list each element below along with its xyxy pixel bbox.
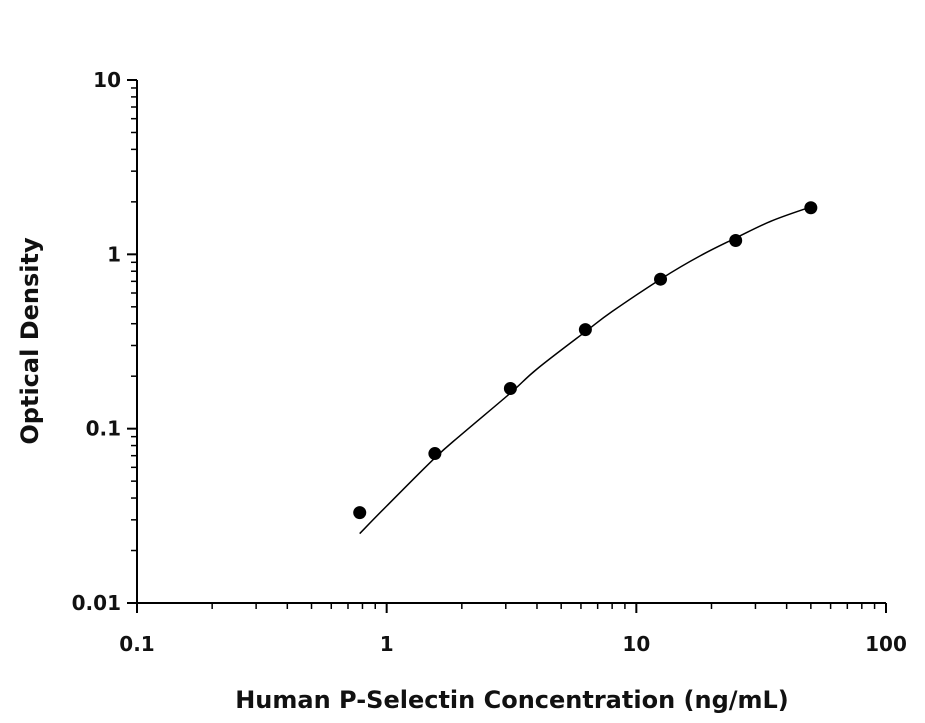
- fit-curve: [359, 206, 812, 535]
- data-point: [353, 506, 367, 520]
- data-point: [654, 272, 668, 286]
- x-axis-label: Human P-Selectin Concentration (ng/mL): [235, 686, 789, 714]
- tick-marks: [127, 79, 887, 613]
- data-point: [578, 323, 592, 337]
- x-tick-label: 100: [865, 632, 907, 656]
- data-point: [804, 201, 818, 215]
- y-tick-label: 0.01: [72, 591, 121, 615]
- x-tick-label: 10: [622, 632, 650, 656]
- y-tick-label: 0.1: [86, 417, 121, 441]
- data-point: [428, 447, 442, 461]
- tick-labels: 0.1 1 10 100 0.01 0.1 1 10: [72, 68, 907, 656]
- axes: [136, 80, 886, 604]
- fit-curve-group: [359, 206, 812, 535]
- x-tick-label: 0.1: [119, 632, 154, 656]
- data-point: [729, 234, 743, 248]
- data-points: [353, 201, 818, 520]
- data-point: [503, 381, 517, 395]
- y-tick-label: 1: [107, 242, 121, 266]
- x-tick-label: 1: [380, 632, 394, 656]
- y-tick-label: 10: [93, 68, 121, 92]
- y-axis-label: Optical Density: [16, 237, 44, 445]
